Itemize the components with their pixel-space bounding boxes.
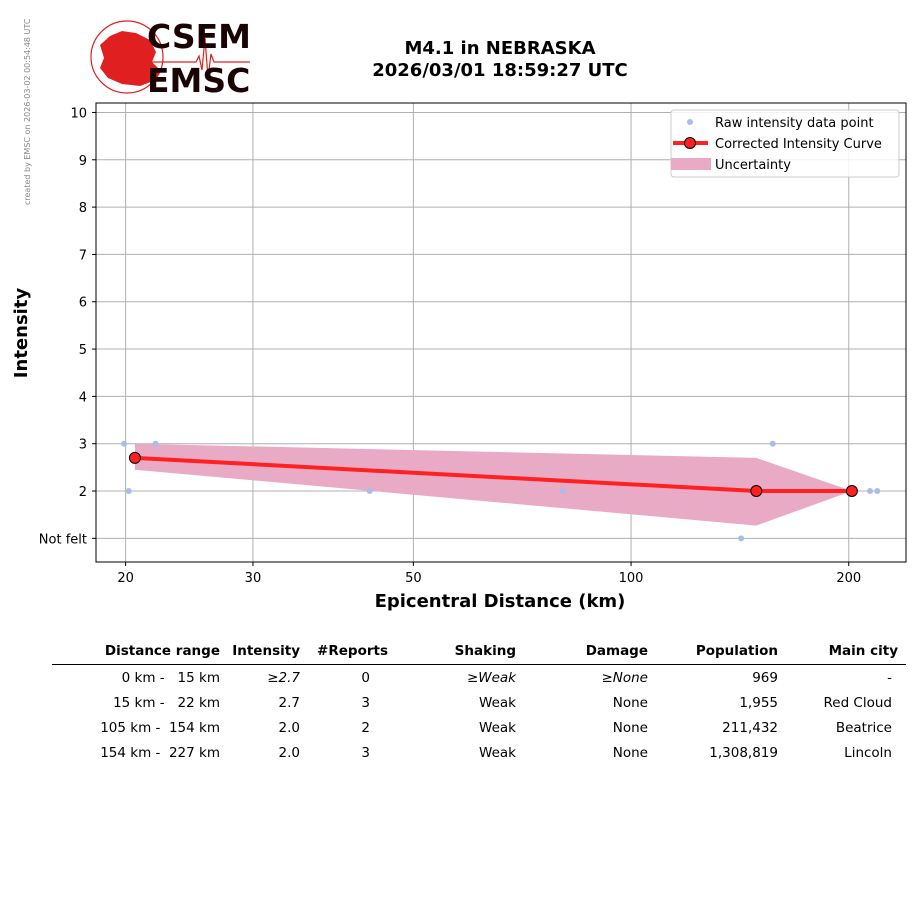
- cell-main-city: Lincoln: [844, 744, 892, 761]
- y-tick-label: 3: [79, 438, 87, 453]
- x-tick-label: 200: [836, 571, 861, 586]
- raw-data-point: [366, 488, 373, 495]
- corrected-curve-point: [128, 451, 141, 464]
- raw-data-point: [152, 440, 159, 447]
- cell-population: 1,308,819: [709, 744, 778, 761]
- table-row: 105 km - 154 km 2.0 2 Weak None 211,432 …: [52, 715, 906, 740]
- legend-box: [670, 109, 900, 178]
- cell-reports: 3: [361, 694, 370, 711]
- y-tick-label: 7: [79, 248, 87, 263]
- cell-population: 969: [752, 669, 778, 686]
- raw-data-point: [769, 440, 776, 447]
- y-tick-label: 8: [79, 201, 87, 216]
- cell-shaking: Weak: [479, 744, 516, 761]
- cell-main-city: Beatrice: [835, 719, 892, 736]
- y-tick-label: Not felt: [39, 532, 87, 547]
- cell-shaking: Weak: [479, 719, 516, 736]
- legend: Raw intensity data point Corrected Intens…: [670, 109, 900, 178]
- logo-seismogram: [148, 37, 250, 79]
- cell-intensity: 2.0: [278, 719, 300, 736]
- uncertainty-band: [134, 443, 852, 526]
- x-tick-label: 50: [405, 571, 422, 586]
- intensity-chart: CSEM EMSC 20 30 50 100 200 Not felt 2 3 4 5 6 7 8 9 10…: [11, 17, 907, 612]
- y-tick-label: 5: [79, 343, 87, 358]
- y-axis-label: Intensity: [11, 288, 32, 379]
- plot-area: 20 30 50 100 200 Not felt 2 3 4 5 6 7 8 9 10 Raw intens…: [39, 102, 907, 586]
- cell-distance-range: 0 km - 15 km: [121, 669, 220, 686]
- cell-reports: 3: [361, 744, 370, 761]
- cell-reports: 2: [361, 719, 370, 736]
- cell-intensity: ≥2.7: [267, 669, 300, 686]
- raw-data-point: [738, 535, 745, 542]
- cell-intensity: 2.0: [278, 744, 300, 761]
- cell-reports: 0: [361, 669, 370, 686]
- corrected-curve-point: [750, 485, 763, 498]
- cell-main-city: -: [887, 669, 892, 686]
- raw-data-point: [125, 488, 132, 495]
- legend-entry-label: Corrected Intensity Curve: [715, 137, 882, 152]
- col-header-damage: Damage: [524, 640, 656, 665]
- plot-frame: [95, 102, 907, 563]
- y-tick-label: 6: [79, 296, 87, 311]
- cell-population: 211,432: [722, 719, 778, 736]
- cell-intensity: 2.7: [278, 694, 300, 711]
- x-tick-label: 20: [117, 571, 134, 586]
- logo-globe-outline: [90, 20, 164, 94]
- col-header-population: Population: [656, 640, 786, 665]
- emsc-logo: CSEM EMSC: [90, 17, 251, 100]
- x-axis-label: Epicentral Distance (km): [375, 591, 626, 612]
- raw-data-point: [874, 488, 881, 495]
- table-header-row: Distance range Intensity #Reports Shakin…: [52, 640, 906, 665]
- raw-data-point: [866, 488, 873, 495]
- legend-entry-label: Uncertainty: [715, 158, 791, 173]
- cell-damage: ≥None: [601, 669, 648, 686]
- logo-bottom-text: EMSC: [147, 61, 250, 100]
- legend-curve-marker: [684, 137, 696, 149]
- y-tick-label: 10: [70, 106, 87, 121]
- logo-top-text: CSEM: [147, 17, 251, 56]
- raw-data-point: [121, 440, 128, 447]
- cell-damage: None: [612, 744, 648, 761]
- col-header-intensity: Intensity: [228, 640, 308, 665]
- cell-distance-range: 15 km - 22 km: [113, 694, 220, 711]
- cell-shaking: ≥Weak: [466, 669, 516, 686]
- cell-main-city: Red Cloud: [823, 694, 892, 711]
- raw-data-point: [559, 488, 566, 495]
- creation-note: created by EMSC on 2026-03-02 00:54:48 U…: [23, 18, 32, 205]
- x-tick-label: 100: [619, 571, 644, 586]
- legend-raw-marker: [687, 119, 693, 125]
- y-tick-label: 4: [79, 390, 87, 405]
- intensity-summary-table: Distance range Intensity #Reports Shakin…: [52, 640, 906, 765]
- cell-distance-range: 154 km - 227 km: [100, 744, 220, 761]
- col-header-shaking: Shaking: [396, 640, 524, 665]
- legend-entry-label: Raw intensity data point: [715, 116, 874, 131]
- cell-distance-range: 105 km - 154 km: [100, 719, 220, 736]
- corrected-curve-point: [845, 485, 858, 498]
- table-row: 0 km - 15 km ≥2.7 0 ≥Weak ≥None 969 -: [52, 665, 906, 691]
- logo-globe-map: [100, 31, 160, 86]
- table-row: 154 km - 227 km 2.0 3 Weak None 1,308,81…: [52, 740, 906, 765]
- col-header-main-city: Main city: [786, 640, 906, 665]
- cell-damage: None: [612, 694, 648, 711]
- cell-population: 1,955: [739, 694, 778, 711]
- cell-shaking: Weak: [479, 694, 516, 711]
- col-header-reports: #Reports: [308, 640, 396, 665]
- chart-title-datetime: 2026/03/01 18:59:27 UTC: [372, 60, 628, 81]
- y-tick-label: 9: [79, 154, 87, 169]
- col-header-distance-range: Distance range: [52, 640, 228, 665]
- y-tick-label: 2: [79, 485, 87, 500]
- table-row: 15 km - 22 km 2.7 3 Weak None 1,955 Red …: [52, 690, 906, 715]
- legend-uncertainty-swatch: [671, 158, 711, 170]
- x-tick-label: 30: [245, 571, 262, 586]
- cell-damage: None: [612, 719, 648, 736]
- chart-title-event: M4.1 in NEBRASKA: [404, 38, 596, 59]
